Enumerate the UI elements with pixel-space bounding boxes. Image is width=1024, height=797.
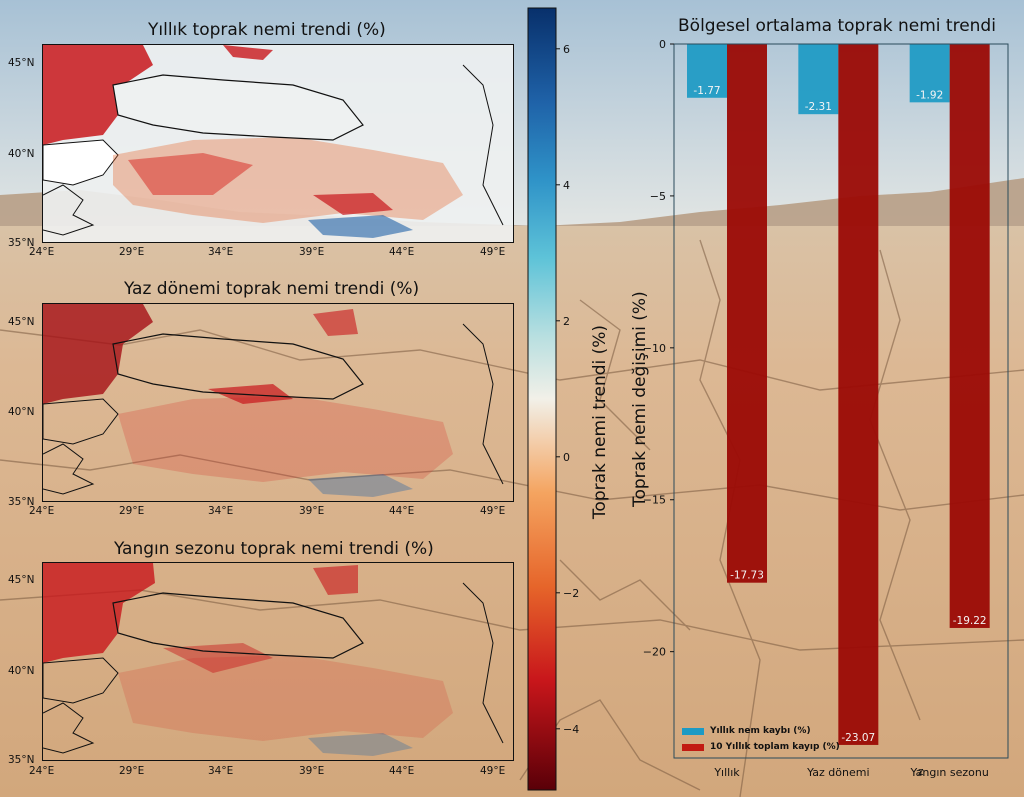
y-tick-label: −10 [643,342,666,355]
map-title-fire-season: Yangın sezonu toprak nemi trendi (%) [114,539,434,559]
map-title-summer: Yaz dönemi toprak nemi trendi (%) [124,279,420,299]
lon-tick: 34°E [208,246,234,258]
lat-tick: 45°N [8,57,35,69]
lat-tick: 45°N [8,316,35,328]
legend-label-annual: Yıllık nem kaybı (%) [710,726,811,736]
colorbar: 6 4 2 0 −2 −4 [527,7,579,791]
bar-label-decade: -17.73 [730,570,764,582]
map-panel-annual [42,44,514,243]
colorbar-gradient [527,7,557,791]
lon-tick: 24°E [29,246,55,258]
bar-decade [949,44,990,628]
lon-tick: 39°E [299,246,325,258]
map-summer-graphic [43,304,504,497]
lon-tick: 49°E [480,246,506,258]
lon-tick: 39°E [299,505,325,517]
colorbar-tick-label: 4 [563,179,570,192]
bar-decade [727,44,767,583]
lon-tick: 34°E [208,765,234,777]
map-fire-season-graphic [43,563,504,756]
legend-label-decade: 10 Yıllık toplam kayıp (%) [710,742,840,752]
lat-tick: 35°N [8,496,35,508]
plot-frame [673,43,1009,759]
lon-tick: 44°E [389,765,415,777]
lat-tick: 35°N [8,237,35,249]
bar-chart-legend: Yıllık nem kaybı (%) 10 Yıllık toplam ka… [682,723,840,755]
colorbar-label: Toprak nemi trendi (%) [590,324,610,520]
lon-tick: 39°E [299,765,325,777]
lat-tick: 40°N [8,665,35,677]
y-tick-label: −20 [643,646,666,659]
map-panel-fire-season [42,562,514,761]
bar-label-annual: -1.92 [916,89,943,101]
map-annual-graphic [43,45,513,242]
colorbar-tick-label: −2 [563,587,579,600]
lon-tick: 44°E [389,505,415,517]
lon-tick: 24°E [29,505,55,517]
lat-tick: 45°N [8,574,35,586]
bar-label-decade: -19.22 [953,615,987,627]
bar-chart: -1.77 -17.73 -2.31 -23.07 -1.92 -19.22 0 −5 −10… [643,38,1009,779]
lon-tick: 24°E [29,765,55,777]
lat-tick: 35°N [8,754,35,766]
legend-item-annual: Yıllık nem kaybı (%) [682,723,840,739]
bar-label-annual: -1.77 [693,85,720,97]
colorbar-tick-label: −4 [563,723,579,736]
bar-label-decade: -23.07 [841,732,875,744]
colorbar-tick-label: 0 [563,451,570,464]
bar-chart-title: Bölgesel ortalama toprak nemi trendi [678,16,996,36]
lon-tick: 44°E [389,246,415,258]
x-category-label: Yaz dönemi [806,766,869,779]
x-category-label: Yıllık [713,766,740,779]
legend-item-decade: 10 Yıllık toplam kayıp (%) [682,739,840,755]
x-category-label: Yangın sezonu [909,766,988,779]
lon-tick: 29°E [119,505,145,517]
legend-swatch-decade [682,743,704,751]
bar-annual [909,44,950,103]
bar-label-annual: -2.31 [805,101,832,113]
x-extra-text: z [918,766,924,778]
map-panel-summer [42,303,514,502]
lon-tick: 29°E [119,246,145,258]
lon-tick: 49°E [480,505,506,517]
y-tick-label: 0 [659,38,666,51]
map-title-annual: Yıllık toprak nemi trendi (%) [148,20,386,40]
colorbar-tick-label: 6 [563,43,570,56]
lat-tick: 40°N [8,148,35,160]
lon-tick: 49°E [480,765,506,777]
lon-tick: 34°E [208,505,234,517]
y-tick-label: −5 [650,190,666,203]
bar-decade [838,44,879,745]
y-tick-label: −15 [643,494,666,507]
lon-tick: 29°E [119,765,145,777]
bar-annual [687,44,727,98]
colorbar-tick-label: 2 [563,315,570,328]
lat-tick: 40°N [8,406,35,418]
bar-annual [798,44,839,115]
legend-swatch-annual [682,727,704,735]
